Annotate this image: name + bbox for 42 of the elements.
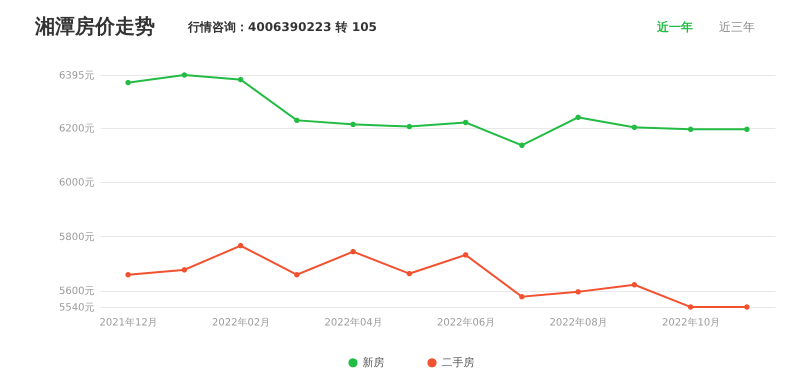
y-tick-label: 5540元 bbox=[59, 302, 94, 314]
point bbox=[238, 242, 244, 248]
y-tick-label: 6395元 bbox=[59, 70, 94, 82]
point bbox=[744, 126, 750, 132]
point bbox=[294, 118, 300, 124]
chart-subtitle: 行情咨询：4006390223 转 105 bbox=[187, 20, 377, 34]
x-tick-label: 2022年08月 bbox=[550, 316, 608, 328]
point bbox=[406, 270, 412, 276]
y-tick-label: 6000元 bbox=[59, 178, 94, 189]
point bbox=[294, 272, 300, 278]
point bbox=[519, 294, 525, 300]
chart-title: 湘潭房价走势 bbox=[34, 14, 155, 38]
y-tick-label: 5600元 bbox=[59, 286, 94, 298]
point bbox=[125, 272, 131, 278]
point bbox=[744, 304, 750, 310]
y-tick-label: 5800元 bbox=[59, 232, 94, 243]
y-tick-label: 6200元 bbox=[59, 123, 94, 134]
x-tick-label: 2022年06月 bbox=[437, 316, 496, 328]
legend-label: 新房 bbox=[362, 356, 384, 369]
point bbox=[688, 126, 694, 132]
point bbox=[632, 124, 638, 130]
point bbox=[125, 80, 131, 86]
point bbox=[350, 122, 356, 128]
x-tick-label: 2021年12月 bbox=[100, 316, 158, 328]
point bbox=[462, 252, 468, 258]
point bbox=[350, 248, 356, 254]
point bbox=[519, 142, 525, 148]
point bbox=[575, 289, 581, 295]
x-tick-label: 2022年02月 bbox=[212, 316, 270, 328]
point bbox=[575, 114, 581, 120]
point bbox=[632, 282, 638, 288]
point bbox=[462, 120, 468, 126]
text: 近三年 bbox=[719, 20, 755, 34]
legend-label: 二手房 bbox=[442, 356, 474, 369]
point bbox=[182, 72, 188, 78]
point bbox=[688, 304, 694, 310]
point bbox=[238, 76, 244, 82]
point bbox=[182, 267, 188, 273]
point bbox=[406, 124, 412, 130]
text: 近一年 bbox=[656, 20, 693, 34]
x-tick-label: 2022年04月 bbox=[324, 316, 383, 328]
x-tick-label: 2022年10月 bbox=[662, 316, 720, 328]
